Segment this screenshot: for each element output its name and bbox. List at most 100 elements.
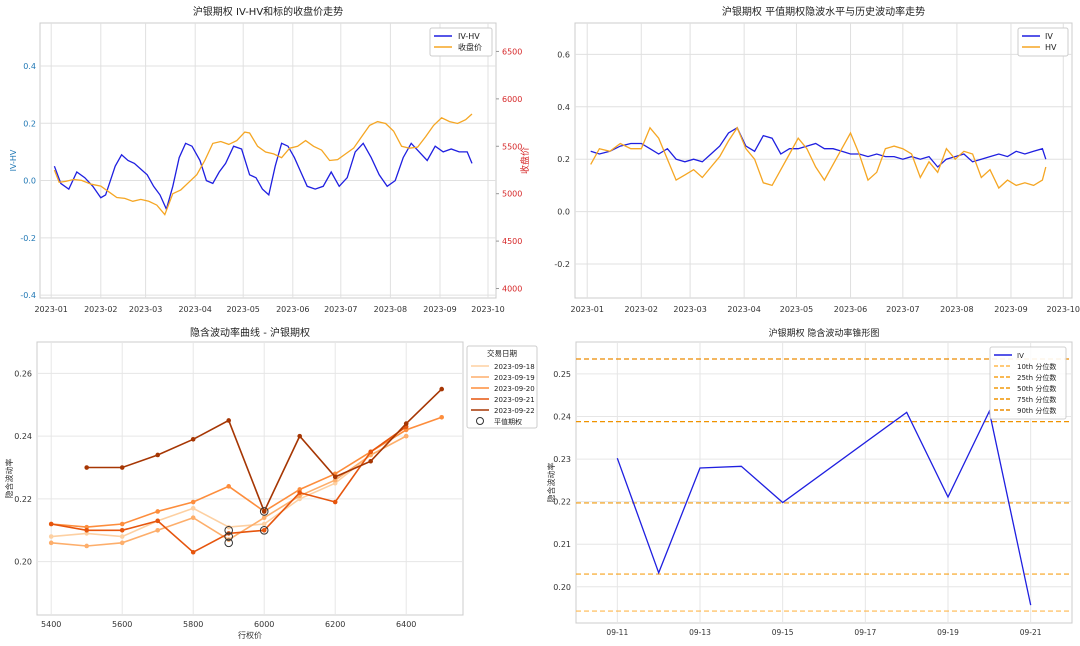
iv-cone-chart: 沪银期权 隐含波动率锥形图 09-11 09-13 09-15 09-17 09-19 09… (546, 327, 1073, 637)
x-tick-label: 2023-09 (423, 305, 456, 314)
legend-label: 2023-09-21 (494, 396, 535, 404)
data-point (261, 515, 267, 521)
x-tick-label: 2023-07 (324, 305, 357, 314)
legend-label: IV-HV (458, 32, 480, 41)
legend: IV 10th 分位数 25th 分位数 50th 分位数 75th 分位数 90th 分… (989, 346, 1067, 420)
x-tick-label: 2023-10 (471, 305, 504, 314)
plot-area (36, 341, 464, 616)
legend-label: 2023-09-22 (494, 407, 535, 415)
legend-label: 90th 分位数 (1017, 406, 1056, 415)
data-point (297, 433, 303, 439)
iv-smile-chart: 隐含波动率曲线 - 沪银期权 5400 5600 5800 6000 6200 6400 0.… (4, 326, 538, 640)
x-tick-label: 5400 (41, 620, 61, 629)
data-point (297, 490, 303, 495)
data-point (332, 474, 338, 480)
data-point (155, 509, 160, 514)
x-tick-label: 09-13 (689, 628, 711, 637)
y-tick-label: 0.22 (553, 498, 571, 507)
y-axis-label: IV-HV (9, 149, 18, 171)
x-tick-label: 09-19 (937, 628, 959, 637)
data-point (439, 386, 445, 392)
legend-label: IV (1045, 32, 1053, 41)
data-point (119, 521, 125, 527)
y-axis-label: 隐含波动率 (4, 459, 14, 499)
data-point (48, 521, 54, 527)
atm-marker (224, 532, 233, 541)
x-tick-label: 09-17 (854, 628, 876, 637)
data-point (190, 549, 196, 555)
x-tick-label: 09-15 (772, 628, 794, 637)
x-tick-label: 2023-02 (84, 305, 117, 314)
data-point (368, 449, 374, 455)
x-tick-label: 6200 (325, 620, 345, 629)
y-tick-label: 0.23 (553, 455, 571, 464)
legend-label: 25th 分位数 (1017, 373, 1056, 382)
data-point (119, 540, 125, 546)
y-tick-label: 0.2 (557, 155, 570, 164)
x-tick-label: 2023-06 (276, 305, 309, 314)
y-tick-label: -0.2 (554, 260, 570, 269)
series-line-close-price (53, 113, 473, 216)
legend-label: 50th 分位数 (1017, 384, 1056, 393)
data-point (119, 465, 125, 470)
data-point (48, 534, 54, 539)
y-tick-label: 0.0 (557, 208, 570, 217)
legend: 交易日期 2023-09-18 2023-09-19 2023-09-20 2023-0… (466, 345, 538, 429)
data-point (403, 433, 409, 439)
y-tick-label: 0.6 (557, 50, 570, 59)
legend-label: IV (1017, 352, 1024, 360)
data-point (226, 537, 231, 542)
data-point (84, 465, 89, 470)
series-line-iv (616, 409, 1032, 606)
data-point (155, 452, 160, 458)
legend-box (989, 346, 1067, 420)
data-point (155, 518, 160, 524)
x-tick-label: 6000 (254, 620, 274, 629)
data-point (403, 421, 409, 426)
legend-label: 10th 分位数 (1017, 362, 1056, 371)
atm-iv-hv-chart: 沪银期权 平值期权隐波水平与历史波动率走势 2023-01 2023-02 2023-… (554, 5, 1080, 314)
legend-label: 75th 分位数 (1017, 395, 1056, 404)
data-point (190, 436, 196, 442)
data-point (119, 534, 125, 539)
series-line-hv (590, 126, 1047, 190)
y-tick-label: 0.2 (23, 119, 36, 128)
y-tick-label: 0.4 (557, 103, 570, 112)
chart-title: 沪银期权 IV-HV和标的收盘价走势 (193, 5, 343, 18)
atm-marker (224, 525, 233, 535)
y2-tick-label: 4500 (502, 237, 522, 246)
x-tick-label: 2023-07 (886, 305, 919, 314)
y-tick-label: 0.22 (14, 495, 32, 504)
legend-label: 收盘价 (458, 42, 482, 52)
x-tick-label: 2023-10 (1047, 305, 1080, 314)
iv-hv-close-chart: 沪银期权 IV-HV和标的收盘价走势 2023-01 2023-02 2023-03 2… (9, 5, 531, 314)
x-tick-label: 09-11 (606, 628, 628, 637)
x-tick-label: 2023-05 (226, 305, 259, 314)
y2-axis-label: 收盘价 (519, 147, 531, 174)
atm-marker (259, 507, 269, 516)
data-point (84, 543, 89, 549)
data-point (119, 527, 125, 533)
x-tick-label: 5600 (112, 620, 132, 629)
data-point (48, 540, 54, 546)
data-point (368, 458, 374, 464)
data-point (261, 521, 267, 527)
y2-tick-label: 5500 (502, 142, 522, 151)
legend-label: 平值期权 (494, 417, 522, 426)
legend-box (429, 27, 493, 57)
x-tick-label: 2023-02 (625, 305, 658, 314)
y-tick-label: 0.4 (23, 62, 36, 71)
y-tick-label: 0.25 (553, 370, 571, 379)
y-tick-label: 0.21 (553, 540, 571, 549)
data-point (190, 499, 196, 505)
y2-tick-label: 4000 (502, 285, 522, 294)
legend-swatch (476, 417, 484, 425)
data-point (439, 415, 445, 420)
x-tick-label: 5800 (183, 620, 203, 629)
x-tick-label: 2023-03 (129, 305, 162, 314)
y-tick-label: 0.20 (553, 583, 571, 592)
x-tick-label: 6400 (396, 620, 416, 629)
legend-label: 2023-09-20 (494, 385, 535, 393)
legend-label: 2023-09-18 (494, 363, 535, 371)
data-point (261, 509, 267, 514)
